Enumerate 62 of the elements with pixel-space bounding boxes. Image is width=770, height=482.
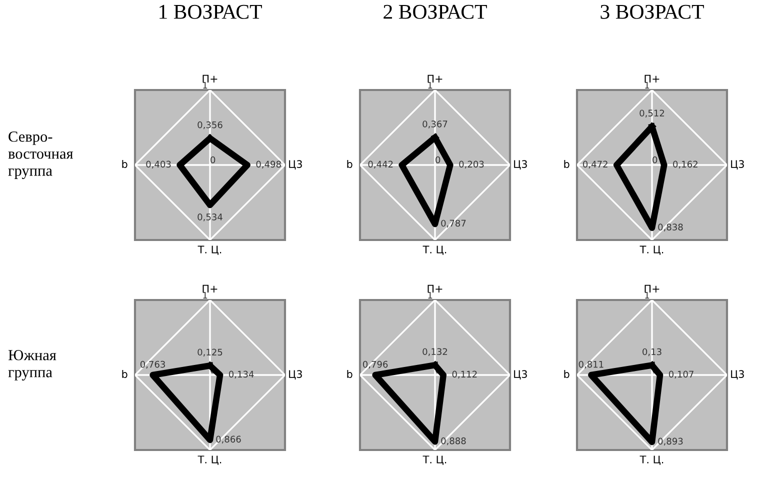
spoke-label: b <box>122 370 128 378</box>
chart-title: 3 ВОЗРАСТ <box>600 4 704 19</box>
spoke-label: Т. Ц. <box>640 246 664 255</box>
spoke-label: Ц3 <box>731 160 744 170</box>
y-tick-label: 0 <box>436 156 440 164</box>
y-tick-label: 1 <box>203 82 208 89</box>
y-tick-label: 1 <box>645 292 650 299</box>
data-label: 0,811 <box>578 360 604 369</box>
spoke-label: b <box>347 370 352 378</box>
spoke-label: П+ <box>644 74 660 82</box>
spoke-label: Ц3 <box>289 160 302 170</box>
data-label: 0,13 <box>642 348 662 356</box>
spoke-label: Ц3 <box>514 370 527 380</box>
spoke-label: Т. Ц. <box>422 246 446 255</box>
data-label: 0,787 <box>441 220 466 228</box>
spoke-label: b <box>564 160 570 168</box>
y-tick-label: 0 <box>210 156 216 164</box>
data-label: 0,125 <box>198 348 222 356</box>
chart-title: 2 ВОЗРАСТ <box>384 4 487 19</box>
data-label: 0,866 <box>216 436 241 444</box>
data-label: 0,356 <box>198 121 222 130</box>
data-label: 0,888 <box>441 437 466 446</box>
spoke-label: b <box>347 160 352 168</box>
spoke-label: П+ <box>644 284 660 292</box>
spoke-label: b <box>564 370 570 378</box>
spoke-label: Т. Ц. <box>198 456 222 465</box>
data-label: 0,442 <box>368 160 393 169</box>
y-tick-label: 0 <box>652 156 658 164</box>
data-label: 0,534 <box>198 214 222 222</box>
spoke-label: П+ <box>202 74 218 82</box>
data-label: 0,838 <box>658 224 683 232</box>
spoke-label: Т. Ц. <box>422 456 446 465</box>
spoke-label: Ц3 <box>731 370 744 380</box>
text: Севро- восточная группа <box>8 132 74 179</box>
data-label: 0,112 <box>452 370 477 379</box>
y-tick-label: 1 <box>428 292 432 299</box>
data-label: 0,107 <box>668 370 694 379</box>
y-tick-label: 1 <box>645 82 650 89</box>
data-label: 0,512 <box>640 110 664 118</box>
y-tick-label: 1 <box>203 292 208 299</box>
data-label: 0,367 <box>422 120 448 128</box>
spoke-label: Ц3 <box>514 160 527 170</box>
spoke-label: П+ <box>428 74 442 82</box>
chart-title: 1 ВОЗРАСТ <box>160 4 262 19</box>
spoke-label: Ц3 <box>289 370 302 380</box>
data-label: 0,893 <box>658 438 683 446</box>
text: Южная группа <box>8 350 56 380</box>
data-label: 0,498 <box>256 160 281 169</box>
data-label: 0,403 <box>146 160 171 169</box>
spoke-label: Т. Ц. <box>640 456 664 465</box>
data-label: 0,162 <box>673 160 698 169</box>
spoke-label: П+ <box>428 284 442 292</box>
data-label: 0,132 <box>422 348 448 356</box>
data-label: 0,763 <box>140 360 165 369</box>
spoke-label: Т. Ц. <box>198 246 222 255</box>
spoke-label: b <box>122 160 128 168</box>
data-label: 0,472 <box>583 160 608 169</box>
data-label: 0,203 <box>459 160 484 169</box>
spoke-label: П+ <box>202 284 218 292</box>
data-label: 0,134 <box>228 370 254 379</box>
y-tick-label: 1 <box>428 82 432 89</box>
data-label: 0,796 <box>362 360 388 369</box>
